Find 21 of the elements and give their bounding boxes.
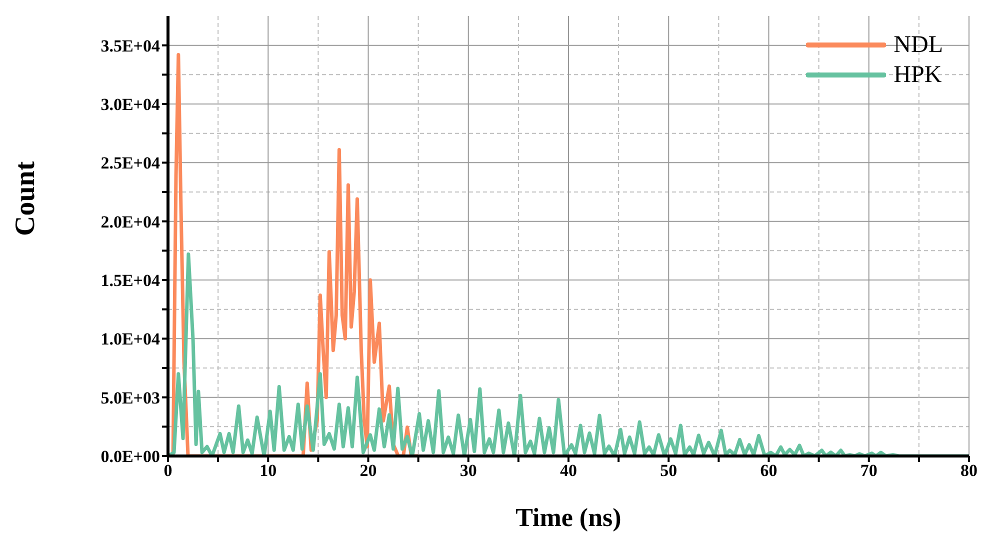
x-tick-label: 80 xyxy=(960,461,978,480)
x-tick-label: 70 xyxy=(860,461,878,480)
x-tick-label: 0 xyxy=(164,461,172,480)
y-tick-label: 2.5E+04 xyxy=(100,154,160,173)
y-tick-label: 1.0E+04 xyxy=(100,330,160,349)
x-tick-label: 20 xyxy=(360,461,377,480)
y-tick-label: 3.5E+04 xyxy=(100,36,160,56)
y-tick-label: 0.0E+00 xyxy=(100,447,160,466)
y-tick-label: 2.0E+04 xyxy=(100,212,160,232)
y-tick-label: 5.0E+03 xyxy=(100,388,160,408)
x-tick-label: 30 xyxy=(460,461,477,480)
y-tick-label: 3.0E+04 xyxy=(100,95,160,114)
x-tick-label: 60 xyxy=(760,461,778,480)
y-axis-title: Count xyxy=(10,160,41,236)
x-axis-title: Time (ns) xyxy=(516,503,622,532)
legend-label: HPK xyxy=(894,61,942,90)
legend-label: NDL xyxy=(894,31,943,60)
x-tick-label: 10 xyxy=(260,461,277,480)
y-tick-label: 1.5E+04 xyxy=(100,271,160,290)
x-tick-label: 40 xyxy=(560,461,577,480)
x-tick-label: 50 xyxy=(660,461,678,480)
